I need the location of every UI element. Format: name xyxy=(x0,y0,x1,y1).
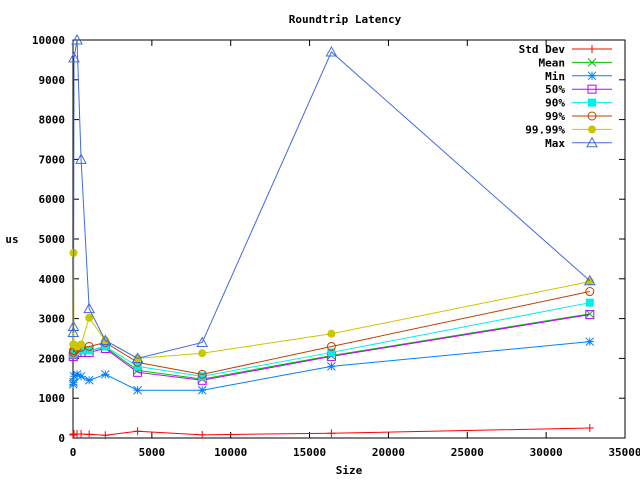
marker-square xyxy=(587,84,597,94)
x-tick-label: 5000 xyxy=(139,446,166,459)
marker-cross xyxy=(585,309,595,319)
legend-label: 99% xyxy=(545,110,565,123)
marker-square-filled xyxy=(585,298,594,307)
marker-circle xyxy=(585,287,595,297)
marker-square-filled xyxy=(198,372,207,381)
legend-label: Min xyxy=(545,70,565,83)
marker-triangle xyxy=(99,334,112,345)
marker-square-filled xyxy=(77,346,86,355)
marker-star xyxy=(84,375,94,385)
marker-square-filled xyxy=(327,348,336,357)
marker-square-filled xyxy=(588,98,596,107)
y-tick-label: 8000 xyxy=(39,114,66,127)
x-tick-label: 35000 xyxy=(608,446,640,459)
y-tick-label: 1000 xyxy=(39,392,66,405)
marker-circle-filled xyxy=(327,329,336,338)
marker-triangle xyxy=(131,352,144,363)
legend-label: 90% xyxy=(545,97,565,110)
marker-triangle xyxy=(586,136,598,148)
y-tick-label: 5000 xyxy=(39,233,66,246)
series-min xyxy=(68,337,595,395)
legend-label: Max xyxy=(545,137,565,150)
marker-plus xyxy=(585,424,594,433)
marker-star xyxy=(197,385,207,395)
y-tick-label: 7000 xyxy=(39,153,66,166)
legend-label: Mean xyxy=(539,56,566,69)
marker-star xyxy=(69,371,79,381)
marker-circle-filled xyxy=(198,349,207,358)
marker-star xyxy=(587,71,597,81)
marker-cross xyxy=(587,58,597,67)
legend-entry: Std Dev xyxy=(519,43,612,56)
marker-triangle xyxy=(68,51,80,63)
marker-triangle xyxy=(196,336,209,347)
marker-triangle xyxy=(67,320,80,332)
legend-entry: Min xyxy=(545,70,612,83)
marker-plus xyxy=(77,430,86,439)
marker-plus xyxy=(198,430,207,439)
marker-triangle xyxy=(67,326,80,338)
series-99-99- xyxy=(69,248,594,363)
marker-circle xyxy=(197,369,207,379)
y-tick-label: 0 xyxy=(58,432,65,445)
marker-circle xyxy=(84,341,94,351)
legend-entry: 90% xyxy=(545,97,612,110)
marker-triangle xyxy=(325,45,338,57)
chart-title: Roundtrip Latency xyxy=(289,13,402,26)
marker-star xyxy=(72,369,82,379)
marker-plus xyxy=(85,430,94,439)
marker-plus xyxy=(588,45,596,53)
series-std-dev xyxy=(69,424,594,440)
x-tick-label: 15000 xyxy=(293,446,326,459)
x-tick-label: 20000 xyxy=(372,446,405,459)
marker-star xyxy=(327,362,336,371)
legend-label: Std Dev xyxy=(519,43,566,56)
y-tick-label: 9000 xyxy=(39,74,66,87)
marker-circle-filled xyxy=(77,340,86,349)
legend-label: 99.99% xyxy=(525,123,565,136)
marker-circle xyxy=(587,111,597,121)
marker-plus xyxy=(101,431,110,440)
marker-triangle xyxy=(583,274,596,286)
marker-star xyxy=(133,385,142,395)
marker-circle-filled xyxy=(85,313,94,322)
marker-star xyxy=(585,337,595,347)
marker-square xyxy=(585,310,595,320)
x-tick-label: 30000 xyxy=(530,446,563,459)
marker-star xyxy=(100,369,110,379)
legend-entry: Mean xyxy=(539,56,612,69)
series-50- xyxy=(68,310,595,385)
y-tick-label: 4000 xyxy=(39,273,66,286)
y-tick-label: 10000 xyxy=(32,34,65,47)
marker-triangle xyxy=(83,302,95,314)
x-axis-label: Size xyxy=(336,464,363,477)
series-line xyxy=(72,314,590,381)
marker-triangle xyxy=(75,153,87,164)
y-tick-label: 6000 xyxy=(39,193,66,206)
x-tick-label: 0 xyxy=(70,446,77,459)
marker-circle-filled xyxy=(588,125,596,134)
marker-circle xyxy=(326,341,336,351)
x-tick-label: 10000 xyxy=(214,446,247,459)
legend-entry: 99% xyxy=(545,110,612,123)
marker-star xyxy=(76,371,86,381)
legend-entry: 50% xyxy=(545,83,612,96)
legend-label: 50% xyxy=(545,83,565,96)
y-tick-label: 2000 xyxy=(39,352,66,365)
series-max xyxy=(67,33,596,363)
marker-triangle xyxy=(71,33,83,45)
series-line xyxy=(72,39,591,359)
marker-plus xyxy=(133,427,142,436)
legend-entry: 99.99% xyxy=(525,123,612,136)
marker-star xyxy=(69,377,78,387)
x-tick-label: 25000 xyxy=(451,446,484,459)
marker-plus xyxy=(327,429,336,438)
legend-entry: Max xyxy=(545,136,612,150)
y-tick-label: 3000 xyxy=(39,313,66,326)
y-axis-label: us xyxy=(5,233,18,246)
